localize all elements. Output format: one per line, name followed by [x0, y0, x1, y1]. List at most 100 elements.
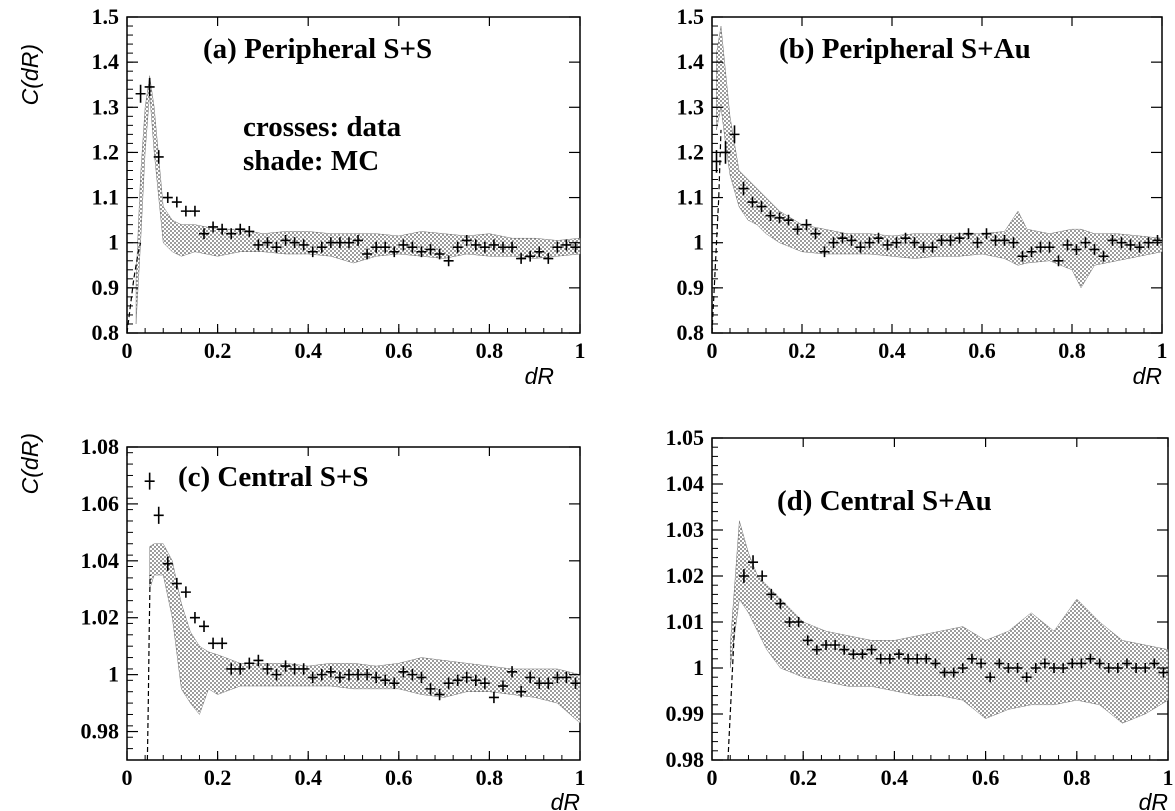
- mc-curve: [727, 621, 736, 761]
- data-point: [316, 668, 327, 681]
- x-tick-label: 0.2: [204, 338, 232, 363]
- data-point: [153, 150, 164, 164]
- data-point: [1085, 653, 1096, 664]
- mc-band: [729, 520, 1169, 724]
- x-tick-label: 0.6: [385, 338, 413, 363]
- panel-title: (b) Peripheral S+Au: [779, 33, 1031, 65]
- data-point: [775, 598, 786, 609]
- y-tick-label: 1.1: [677, 185, 705, 210]
- data-point: [353, 668, 364, 681]
- data-point: [1012, 663, 1023, 673]
- data-point: [298, 239, 309, 251]
- panel-title: (a) Peripheral S+S: [203, 33, 432, 65]
- x-tick-label: 1: [575, 338, 586, 363]
- data-point: [857, 649, 868, 660]
- x-tick-label: 0.4: [878, 338, 906, 363]
- data-point: [271, 668, 282, 681]
- data-point: [307, 246, 318, 258]
- data-point: [783, 214, 794, 226]
- data-point: [289, 237, 300, 249]
- y-tick-label: 1: [693, 230, 704, 255]
- x-tick-label: 0: [707, 338, 718, 363]
- y-tick-label: 0.9: [677, 275, 705, 300]
- data-point: [561, 671, 572, 684]
- x-tick-label: 0.4: [881, 765, 909, 790]
- x-tick-label: 0.2: [789, 765, 817, 790]
- y-tick-label: 1.02: [666, 563, 705, 588]
- data-point: [909, 237, 920, 249]
- data-point: [334, 237, 345, 249]
- data-point: [380, 674, 391, 687]
- data-point: [738, 181, 749, 196]
- data-point: [208, 637, 219, 650]
- y-tick-label: 1.03: [666, 517, 705, 542]
- data-point: [280, 660, 291, 672]
- data-point: [298, 663, 309, 675]
- data-point: [990, 235, 1001, 246]
- x-tick-label: 0.4: [294, 338, 322, 363]
- y-tick-label: 1.02: [81, 605, 120, 630]
- data-point: [525, 671, 536, 684]
- data-point: [784, 617, 795, 627]
- x-axis-title: dR: [525, 363, 554, 389]
- data-point: [371, 241, 382, 253]
- data-point: [162, 192, 173, 203]
- data-point: [893, 649, 904, 660]
- data-point: [1039, 658, 1050, 669]
- data-point: [930, 658, 941, 669]
- annotation-data: crosses: data: [243, 111, 402, 143]
- x-tick-label: 0.6: [972, 765, 1000, 790]
- x-tick-label: 0.6: [385, 765, 413, 790]
- data-point: [774, 212, 785, 224]
- data-point: [180, 205, 191, 217]
- data-point: [765, 210, 776, 222]
- data-point: [994, 658, 1005, 669]
- data-point: [398, 666, 409, 678]
- data-point: [999, 235, 1010, 246]
- x-tick-label: 0.4: [294, 765, 322, 790]
- data-point: [828, 237, 839, 249]
- data-point: [729, 125, 740, 144]
- data-point: [1008, 237, 1019, 249]
- data-point: [1140, 663, 1151, 673]
- y-tick-label: 1.4: [677, 49, 705, 74]
- data-point: [1125, 239, 1136, 251]
- data-point: [1030, 663, 1041, 673]
- data-point: [1134, 241, 1145, 253]
- x-axis-title: dR: [551, 789, 580, 811]
- mc-band: [149, 543, 581, 724]
- y-tick-label: 1: [693, 655, 704, 680]
- data-point: [966, 653, 977, 664]
- x-tick-label: 0.8: [476, 338, 504, 363]
- data-point: [534, 246, 545, 258]
- data-point: [380, 241, 391, 253]
- y-tick-label: 1.5: [92, 4, 120, 29]
- data-point: [1071, 244, 1082, 255]
- data-point: [488, 239, 499, 251]
- y-tick-label: 1.06: [81, 491, 120, 516]
- x-axis-title: dR: [1133, 363, 1162, 389]
- data-point: [839, 644, 850, 655]
- data-point: [343, 668, 354, 681]
- data-point: [864, 237, 875, 249]
- data-point: [948, 667, 959, 678]
- data-point: [199, 228, 210, 240]
- data-point: [343, 237, 354, 249]
- x-axis-title: dR: [1139, 789, 1168, 811]
- data-point: [927, 241, 938, 253]
- x-tick-label: 0.8: [1058, 338, 1086, 363]
- data-point: [1035, 241, 1046, 253]
- x-tick-label: 0.2: [788, 338, 816, 363]
- data-point: [389, 246, 400, 258]
- data-point: [479, 677, 490, 689]
- data-point: [866, 644, 877, 655]
- data-point: [1121, 658, 1132, 669]
- y-tick-label: 1.04: [81, 548, 120, 573]
- data-point: [766, 588, 777, 600]
- data-point: [217, 637, 228, 650]
- data-point: [1017, 250, 1028, 262]
- data-point: [135, 84, 146, 103]
- data-point: [416, 246, 427, 258]
- x-tick-label: 1: [1157, 338, 1168, 363]
- y-tick-label: 1.2: [92, 139, 120, 164]
